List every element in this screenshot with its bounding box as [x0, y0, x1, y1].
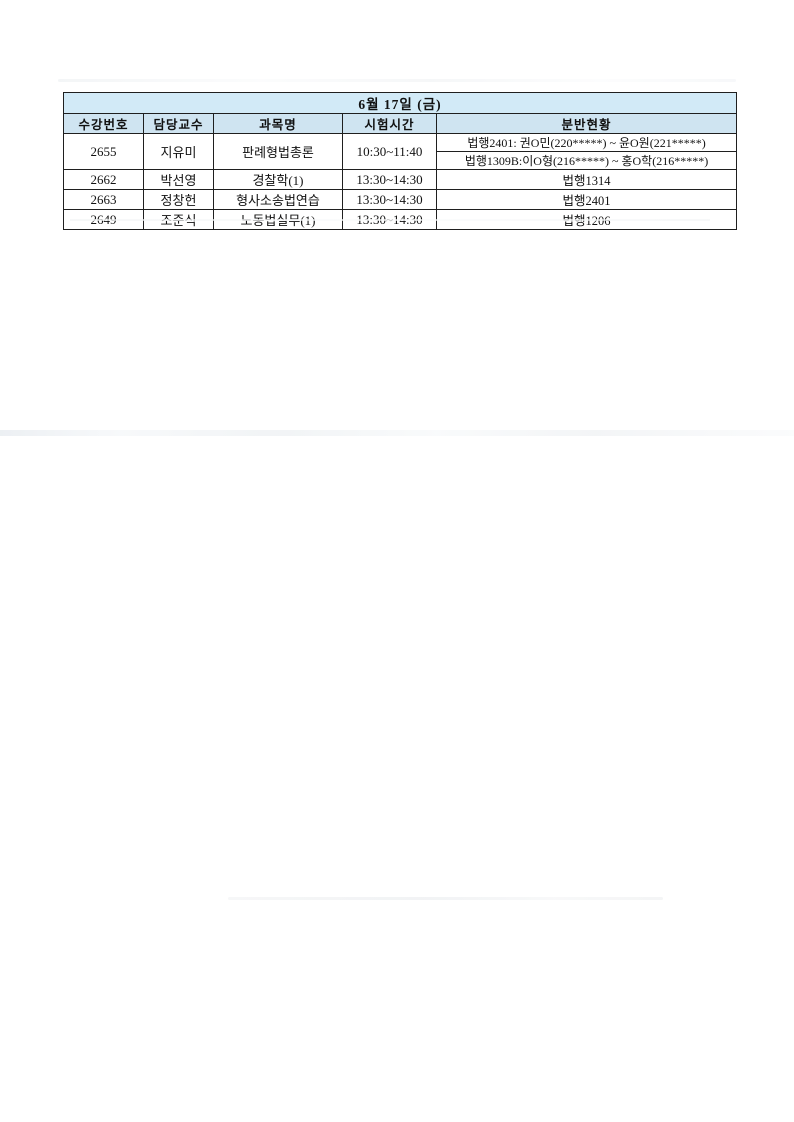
cell-section-status: 법행1314 — [435, 169, 738, 190]
cell-exam-time: 10:30~11:40 — [342, 133, 437, 170]
table-header-row: 수강번호 담당교수 과목명 시험시간 분반현황 — [63, 113, 738, 134]
cell-exam-time: 13:30~14:30 — [342, 189, 437, 210]
cell-subject: 노동법실무(1) — [213, 209, 343, 230]
table-row: 2662 박선영 경찰학(1) 13:30~14:30 법행1314 — [63, 169, 738, 190]
col-header-exam-time: 시험시간 — [342, 113, 437, 134]
col-header-professor: 담당교수 — [143, 113, 214, 134]
scan-artifact-band — [228, 897, 663, 900]
cell-section-status: 법행1206 — [435, 209, 738, 230]
cell-section-status: 법행2401 — [435, 189, 738, 210]
table-row: 2655 지유미 판례형법총론 10:30~11:40 법행2401: 권O민(… — [63, 133, 738, 170]
cell-subject: 경찰학(1) — [213, 169, 343, 190]
cell-professor: 조준식 — [143, 209, 214, 230]
cell-course-no: 2655 — [63, 133, 144, 170]
cell-course-no: 2649 — [63, 209, 144, 230]
cell-subject: 판례형법총론 — [213, 133, 343, 170]
col-header-section-status: 분반현황 — [435, 113, 738, 134]
col-header-course-no: 수강번호 — [63, 113, 144, 134]
cell-exam-time: 13:30~14:30 — [342, 209, 437, 230]
table-row: 2649 조준식 노동법실무(1) 13:30~14:30 법행1206 — [63, 209, 738, 230]
cell-exam-time: 13:30~14:30 — [342, 169, 437, 190]
scan-artifact-line — [58, 79, 736, 82]
cell-professor: 정창헌 — [143, 189, 214, 210]
cell-course-no: 2663 — [63, 189, 144, 210]
cell-professor: 지유미 — [143, 133, 214, 170]
cell-course-no: 2662 — [63, 169, 144, 190]
col-header-subject: 과목명 — [213, 113, 343, 134]
cell-section-line: 법행2401: 권O민(220*****) ~ 윤O원(221*****) — [435, 133, 738, 152]
scan-artifact-band — [0, 430, 794, 436]
table-title-row: 6월 17일 (금) — [62, 92, 738, 114]
cell-professor: 박선영 — [143, 169, 214, 190]
exam-schedule-table: 6월 17일 (금) 수강번호 담당교수 과목명 시험시간 분반현황 2655 … — [62, 92, 738, 230]
table-row: 2663 정창헌 형사소송법연습 13:30~14:30 법행2401 — [63, 189, 738, 210]
table-title: 6월 17일 (금) — [62, 92, 738, 114]
cell-subject: 형사소송법연습 — [213, 189, 343, 210]
cell-section-line: 법행1309B:이O형(216*****) ~ 홍O학(216*****) — [435, 151, 738, 170]
